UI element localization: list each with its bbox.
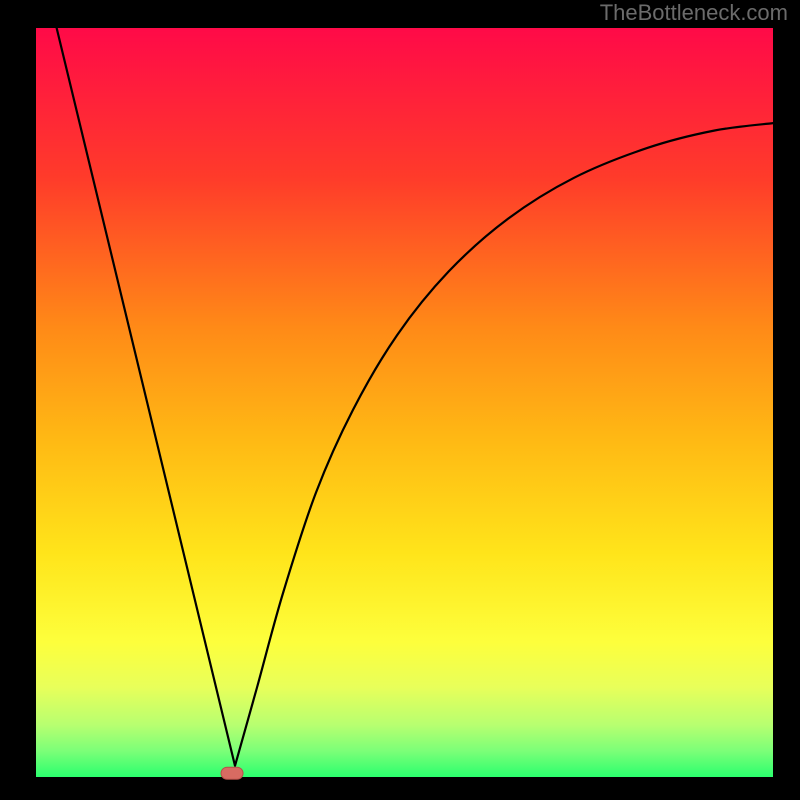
- minimum-marker: [221, 767, 243, 779]
- chart-canvas: [0, 0, 800, 800]
- watermark-text: TheBottleneck.com: [600, 0, 788, 26]
